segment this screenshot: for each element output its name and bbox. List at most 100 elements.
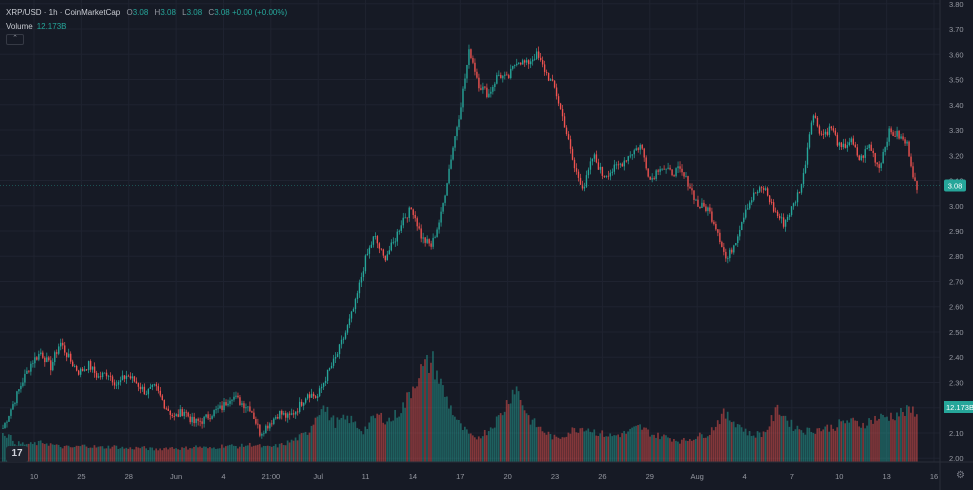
candle-body [854,144,856,148]
candle-body [424,237,426,243]
volume-bar [531,419,534,462]
price-scale[interactable] [940,0,973,490]
volume-bar [47,445,50,462]
candle-body [579,177,582,185]
candle-body [48,357,50,361]
candle-body [32,363,34,365]
candle-body [745,209,747,218]
volume-bar [782,415,785,462]
y-tick-label: 3.30 [949,126,964,135]
candle-body [526,60,528,63]
volume-bar [342,414,345,462]
gear-icon[interactable]: ⚙ [956,470,965,481]
candle-body [573,159,576,169]
volume-bar [336,417,339,462]
volume-bar [59,447,62,462]
symbol-title[interactable]: XRP/USD · 1h · CoinMarketCap [6,8,121,17]
volume-bar [802,432,805,462]
volume-bar [673,439,675,462]
candle-body [394,241,396,243]
volume-bar [288,442,291,462]
x-tick-label: Aug [690,472,703,481]
candle-body [263,433,265,435]
volume-bar [898,416,900,462]
volume-bar [633,426,635,462]
volume-bar [798,429,801,462]
candle-body [858,155,860,161]
candle-body [478,77,480,89]
candle-body [221,405,223,411]
candle-body [593,154,596,159]
candle-body [826,131,829,135]
candle-body [677,166,679,169]
candle-body [139,386,142,390]
volume-bar [29,442,32,462]
volume-bar [491,428,494,462]
volume-bar [641,429,643,462]
volume-bar [394,409,396,462]
volume-bar [181,447,183,462]
volume-bar [280,443,283,462]
volume-bar [675,440,677,462]
volume-bar [854,420,856,462]
candle-body [448,168,450,184]
candle-body [605,175,608,177]
volume-bar [73,446,76,462]
candle-body [679,166,681,169]
volume-bar [61,448,64,462]
candle-body [673,175,675,177]
candle-body [731,249,733,253]
volume-bar [770,415,773,462]
candle-body [295,411,297,415]
candle-body [416,218,418,227]
candle-body [145,394,148,396]
candle-body [44,357,46,363]
candle-body [255,419,257,424]
volume-bar [272,445,275,462]
candle-body [8,415,10,422]
candle-body [245,407,247,409]
candle-body [691,188,693,191]
volume-bar [848,422,850,462]
candle-body [719,232,721,243]
candle-body [723,247,725,252]
candle-body [496,75,498,84]
volume-bar [896,412,898,462]
candle-body [225,402,227,406]
tradingview-logo-icon[interactable]: 17 [6,446,28,462]
last-price-badge [944,179,966,192]
candle-body [830,126,833,129]
volume-bar [388,417,391,462]
chevron-up-icon[interactable]: ⌃ [6,34,24,45]
volume-bar [350,415,353,462]
candle-body [834,130,837,135]
candle-body [543,64,546,72]
volume-bar [448,408,450,462]
volume-bar [418,378,420,462]
candle-body [434,237,436,239]
volume-bar [157,450,160,462]
candle-body [878,164,880,169]
candle-body [147,388,150,395]
candle-body [40,352,42,355]
volume-bar [742,431,745,462]
candle-body [197,418,199,421]
volume-bar [428,372,430,462]
volume-bar [211,448,213,462]
volume-bar [302,432,305,462]
candle-body [209,418,211,420]
candle-body [633,150,635,155]
volume-label[interactable]: Volume [6,22,33,31]
candle-body [283,413,285,415]
candle-body [227,403,229,406]
candle-body [862,155,864,158]
x-tick-label: 23 [551,472,559,481]
volume-bar [579,428,582,462]
candle-body [506,74,508,76]
candle-body [342,338,345,340]
candle-body [273,418,275,424]
candle-body [916,180,918,190]
volume-bar [312,424,315,462]
candle-body [808,134,811,148]
